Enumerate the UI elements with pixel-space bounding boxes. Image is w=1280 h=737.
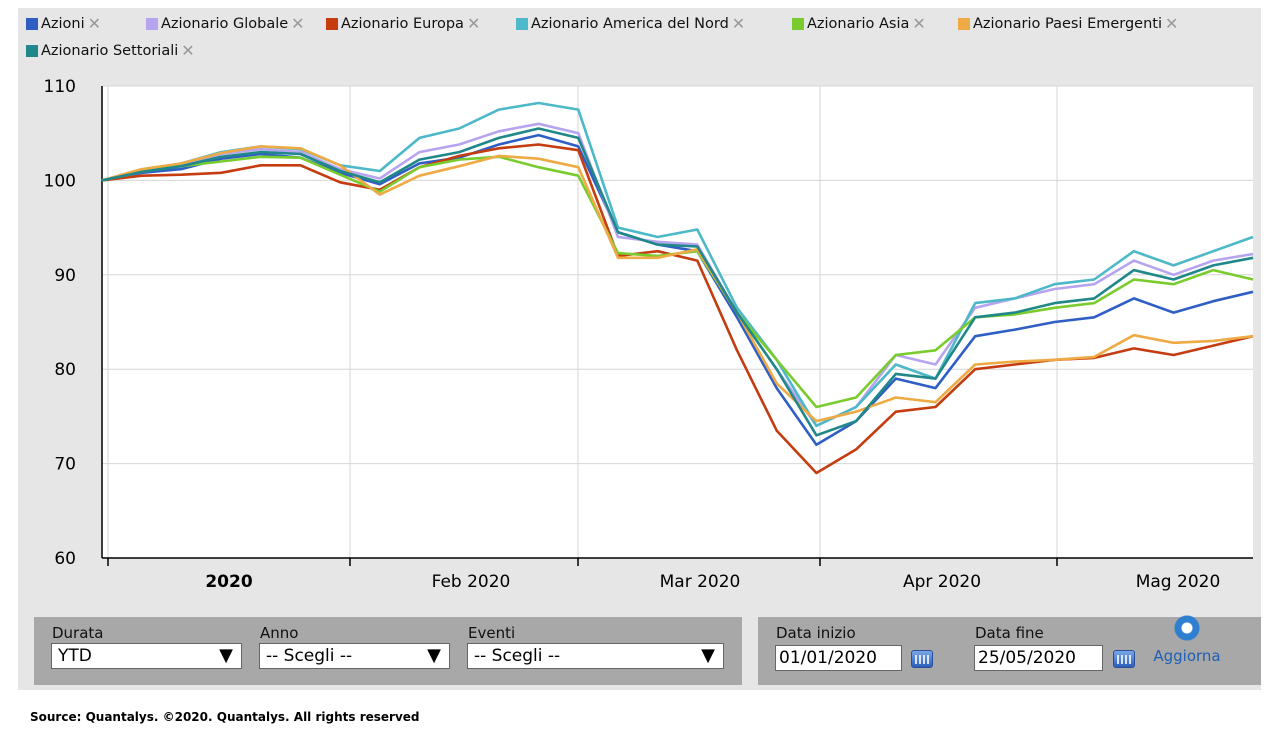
legend-item[interactable]: Azionario Europa ✕ <box>326 16 480 32</box>
legend-item[interactable]: Azionario Asia ✕ <box>792 16 926 32</box>
remove-icon[interactable]: ✕ <box>912 14 926 33</box>
x-tick-label: 2020 <box>205 572 252 592</box>
y-tick-label: 60 <box>54 549 76 569</box>
legend-item[interactable]: Azionario Paesi Emergenti ✕ <box>958 16 1178 32</box>
data-fine-input[interactable]: 25/05/2020 <box>974 645 1103 671</box>
y-tick-label: 100 <box>44 171 76 191</box>
x-tick-label: Mag 2020 <box>1136 572 1221 592</box>
durata-select[interactable]: YTD ▼ <box>51 643 242 669</box>
eventi-label: Eventi <box>468 624 516 642</box>
data-inizio-label: Data inizio <box>776 624 856 642</box>
y-tick-label: 80 <box>54 360 76 380</box>
data-inizio-input[interactable]: 01/01/2020 <box>775 645 902 671</box>
eventi-value: -- Scegli -- <box>474 646 561 666</box>
y-tick-label: 70 <box>54 455 76 475</box>
legend-item[interactable]: Azionario America del Nord ✕ <box>516 16 745 32</box>
durata-value: YTD <box>58 646 92 666</box>
dropdown-arrow-icon: ▼ <box>219 645 233 666</box>
y-tick-label: 90 <box>54 266 76 286</box>
legend-swatch <box>792 18 804 30</box>
dropdown-arrow-icon: ▼ <box>427 645 441 666</box>
calendar-icon[interactable] <box>911 650 933 668</box>
refresh-button[interactable]: Aggiorna <box>1147 615 1227 665</box>
remove-icon[interactable]: ✕ <box>87 14 102 33</box>
source-note: Source: Quantalys. ©2020. Quantalys. All… <box>30 710 420 724</box>
remove-icon[interactable]: ✕ <box>291 14 305 33</box>
legend-label: Azionario Asia <box>807 16 910 32</box>
remove-icon[interactable]: ✕ <box>731 14 746 33</box>
legend-label: Azionario Globale <box>161 16 289 32</box>
y-tick-label: 110 <box>44 77 76 97</box>
x-tick-label: Feb 2020 <box>432 572 511 592</box>
calendar-icon[interactable] <box>1113 650 1135 668</box>
legend-label: Azionario Paesi Emergenti <box>973 16 1163 32</box>
refresh-label: Aggiorna <box>1153 647 1221 665</box>
legend-item[interactable]: Azionario Globale ✕ <box>146 16 305 32</box>
data-fine-label: Data fine <box>975 624 1044 642</box>
legend-swatch <box>146 18 158 30</box>
anno-select[interactable]: -- Scegli -- ▼ <box>259 643 450 669</box>
legend-item[interactable]: Azioni ✕ <box>26 16 101 32</box>
remove-icon[interactable]: ✕ <box>1165 14 1179 33</box>
legend-swatch <box>26 18 38 30</box>
series-line <box>101 127 1254 437</box>
legend-swatch <box>516 18 528 30</box>
legend-swatch <box>958 18 970 30</box>
durata-label: Durata <box>52 624 104 642</box>
legend-label: Azionario America del Nord <box>531 16 729 32</box>
series-line <box>101 122 1254 428</box>
anno-label: Anno <box>260 624 299 642</box>
x-tick-label: Apr 2020 <box>903 572 981 592</box>
legend-label: Azioni <box>41 16 85 32</box>
legend-item[interactable]: Azionario Settoriali ✕ <box>26 43 195 59</box>
dropdown-arrow-icon: ▼ <box>701 645 715 666</box>
refresh-icon <box>1174 615 1200 641</box>
anno-value: -- Scegli -- <box>266 646 353 666</box>
x-tick-label: Mar 2020 <box>660 572 741 592</box>
legend-swatch <box>26 45 38 57</box>
legend-label: Azionario Settoriali <box>41 43 179 59</box>
legend-label: Azionario Europa <box>341 16 464 32</box>
remove-icon[interactable]: ✕ <box>181 41 195 60</box>
legend-swatch <box>326 18 338 30</box>
series-line <box>101 145 1254 423</box>
remove-icon[interactable]: ✕ <box>466 14 481 33</box>
eventi-select[interactable]: -- Scegli -- ▼ <box>467 643 724 669</box>
